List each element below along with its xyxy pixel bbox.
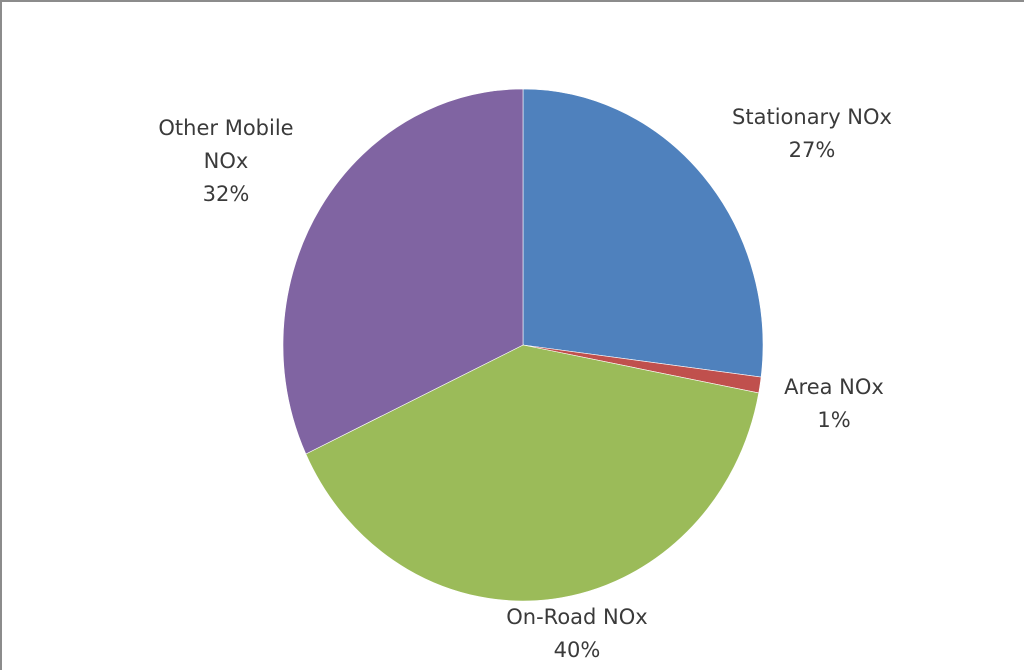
slice-label-other-mobile-nox: Other Mobile NOx 32% (158, 116, 293, 206)
pie-slice-on-road-nox (305, 344, 760, 602)
slice-label-area-nox: Area NOx 1% (784, 375, 884, 432)
pie-slices (282, 88, 764, 602)
slice-label-stationary-nox: Stationary NOx 27% (732, 105, 892, 162)
slice-label-on-road-nox: On-Road NOx 40% (506, 605, 647, 662)
pie-slice-other-mobile-nox (282, 88, 524, 455)
pie-slice-stationary-nox (522, 88, 764, 378)
pie-labels: Stationary NOx 27% Area NOx 1% On-Road NOx 40… (158, 105, 892, 662)
